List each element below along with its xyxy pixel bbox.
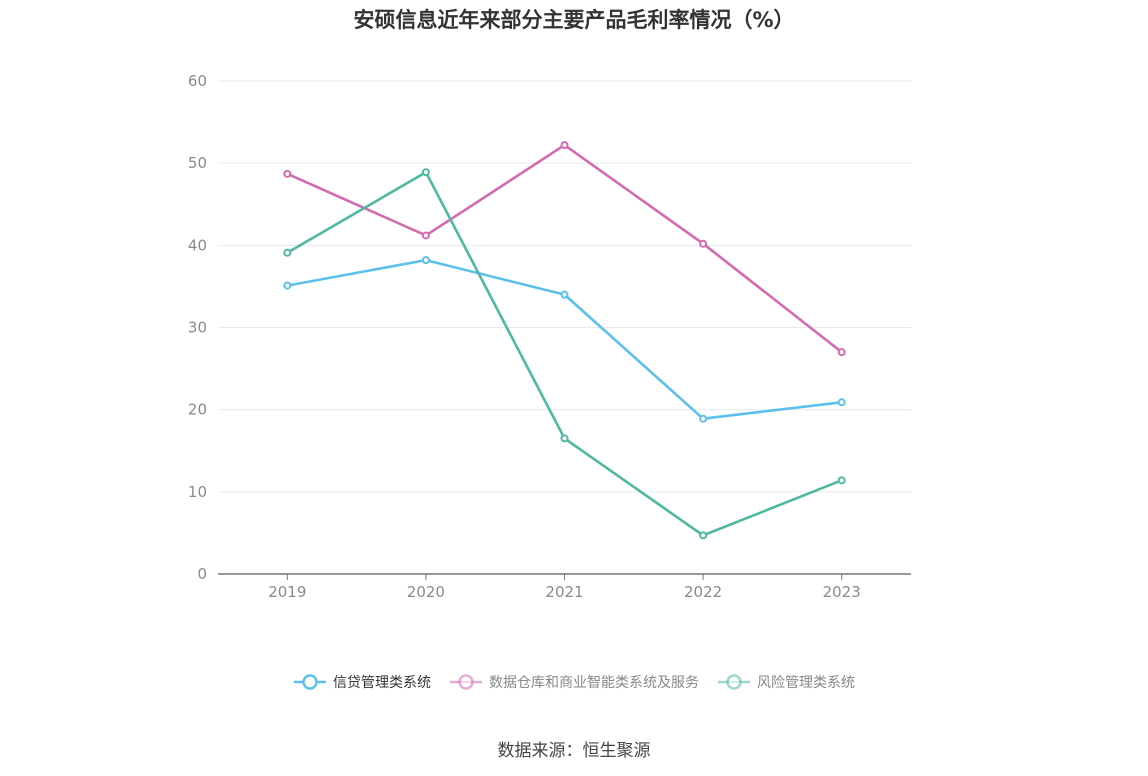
gridlines [218, 80, 911, 493]
y-tick-label: 10 [188, 483, 207, 501]
data-point [283, 169, 292, 178]
legend-label: 风险管理类系统 [757, 675, 855, 691]
x-tick-label: 2020 [407, 583, 445, 601]
legend: 信贷管理类系统 数据仓库和商业智能类系统及服务 风险管理类系统 [0, 672, 1148, 692]
y-tick-label: 50 [188, 154, 207, 172]
data-point [421, 231, 430, 240]
data-point [699, 414, 708, 423]
line-chart: 0 10 20 30 40 50 60 2019 2020 2021 2022 2023 [188, 72, 911, 601]
data-point [421, 256, 430, 265]
x-tick-label: 2022 [684, 583, 722, 601]
x-tick-label: 2021 [545, 583, 583, 601]
data-point [837, 398, 846, 407]
legend-item-3[interactable]: 风险管理类系统 [717, 672, 855, 692]
data-point [421, 168, 430, 177]
axes: 0 10 20 30 40 50 60 2019 2020 2021 2022 2023 [188, 72, 911, 601]
data-point [560, 290, 569, 299]
data-point [560, 141, 569, 150]
x-tick-label: 2019 [268, 583, 306, 601]
series-lines [283, 141, 846, 540]
data-point [699, 239, 708, 248]
series-line-2 [285, 143, 844, 354]
legend-line-circle-icon [294, 674, 326, 690]
data-source: 数据来源：恒生聚源 [497, 741, 651, 761]
legend-item-2[interactable]: 数据仓库和商业智能类系统及服务 [449, 672, 699, 692]
data-point [699, 531, 708, 540]
series-line-3 [285, 170, 844, 537]
y-tick-label: 30 [188, 319, 207, 337]
x-tick-label: 2023 [823, 583, 861, 601]
data-point [837, 476, 846, 485]
chart-title: 安硕信息近年来部分主要产品毛利率情况（%） [353, 8, 795, 32]
legend-label: 数据仓库和商业智能类系统及服务 [489, 675, 699, 691]
series-line-1 [285, 258, 844, 421]
data-point [283, 248, 292, 257]
data-point [837, 348, 846, 357]
legend-item-1[interactable]: 信贷管理类系统 [293, 672, 431, 692]
data-point [283, 281, 292, 290]
data-point [560, 434, 569, 443]
legend-line-circle-icon [450, 674, 482, 690]
y-tick-label: 40 [188, 236, 207, 254]
y-tick-label: 0 [197, 565, 207, 583]
y-tick-label: 60 [188, 72, 207, 90]
legend-label: 信贷管理类系统 [333, 675, 431, 691]
legend-line-circle-icon [718, 674, 750, 690]
y-tick-label: 20 [188, 401, 207, 419]
